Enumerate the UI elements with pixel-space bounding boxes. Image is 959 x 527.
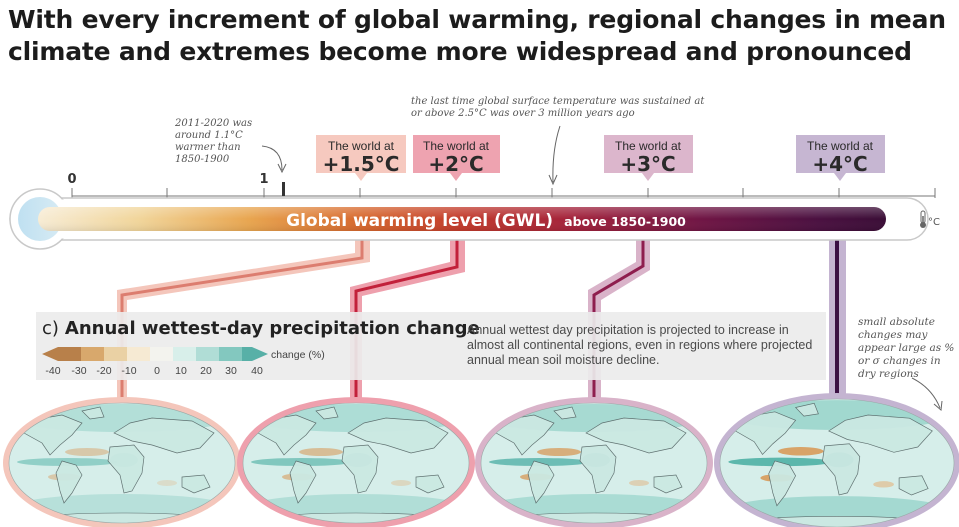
present-annotation-arrow	[261, 145, 283, 171]
level-prefix: The world at	[423, 139, 490, 153]
legend-tick-label: -30	[71, 365, 86, 377]
paleo-annotation-arrow	[552, 125, 561, 183]
level-value: +3°C	[620, 152, 675, 176]
map-panels	[3, 393, 959, 527]
figure-title: With every increment of global warming, …	[8, 5, 946, 66]
thermometer: Global warming level (GWL) above 1850-19…	[9, 188, 940, 250]
gwl-label: Global warming level (GWL) above 1850-19…	[286, 211, 686, 231]
legend-swatch	[104, 347, 127, 361]
level-callout-2: The world at +2°C	[413, 135, 500, 181]
level-callout-3: The world at +3°C	[604, 135, 693, 181]
map-panel	[714, 393, 959, 527]
legend-swatch	[150, 347, 173, 361]
connector-4	[829, 236, 846, 404]
level-value: +2°C	[428, 152, 483, 176]
axis-tick-label: 1	[259, 172, 268, 187]
paleo-annotation: the last time global surface temperature…	[411, 96, 705, 119]
level-callout-4: The world at +4°C	[796, 135, 885, 181]
side-note: small absolute changes may appear large …	[858, 316, 955, 380]
level-value: +4°C	[812, 152, 867, 176]
map-panel	[237, 397, 475, 527]
level-prefix: The world at	[807, 139, 874, 153]
legend-tick-label: 0	[154, 365, 160, 377]
axis-ticks	[71, 188, 936, 198]
present-annotation: 2011-2020 was around 1.1°C warmer than 1…	[175, 118, 253, 165]
level-prefix: The world at	[615, 139, 682, 153]
panel-band	[36, 312, 826, 380]
legend-tick-label: 20	[200, 365, 212, 377]
panel-note: Annual wettest day precipitation is proj…	[467, 323, 813, 367]
legend-tick-label: 10	[175, 365, 187, 377]
level-value: +1.5°C	[323, 152, 400, 176]
legend-swatch	[196, 347, 219, 361]
map-panel	[3, 397, 241, 527]
legend-swatch	[127, 347, 150, 361]
panel-title-text: Annual wettest-day precipitation change	[64, 318, 480, 339]
legend-tick-label: -20	[96, 365, 111, 377]
present-marker	[282, 182, 285, 196]
axis-tick-label: 0	[67, 172, 76, 187]
panel-title: c) Annual wettest-day precipitation chang…	[42, 318, 480, 339]
gwl-label-sub: above 1850-1900	[564, 214, 686, 229]
legend-arrow-left	[42, 347, 58, 361]
legend-arrow-right	[252, 347, 268, 361]
gwl-label-main: Global warming level (GWL)	[286, 211, 553, 231]
thermometer-icon	[920, 210, 926, 228]
legend-swatch	[242, 347, 252, 361]
legend-swatch	[173, 347, 196, 361]
unit-label: °C	[928, 217, 940, 228]
legend-tick-label: -10	[121, 365, 136, 377]
level-callout-1p5: The world at +1.5°C	[316, 135, 406, 181]
color-legend: -40 -30 -20 -10 0 10 20 30 40 change (%)	[42, 347, 325, 377]
legend-swatch	[81, 347, 104, 361]
legend-swatch	[219, 347, 242, 361]
legend-tick-label: 40	[251, 365, 263, 377]
legend-swatch	[58, 347, 81, 361]
level-prefix: The world at	[328, 139, 395, 153]
legend-tick-label: 30	[225, 365, 237, 377]
legend-unit: change (%)	[271, 349, 325, 361]
map-panel	[475, 397, 713, 527]
side-note-arrow	[911, 377, 941, 409]
panel-letter: c)	[42, 318, 59, 339]
legend-tick-label: -40	[45, 365, 60, 377]
